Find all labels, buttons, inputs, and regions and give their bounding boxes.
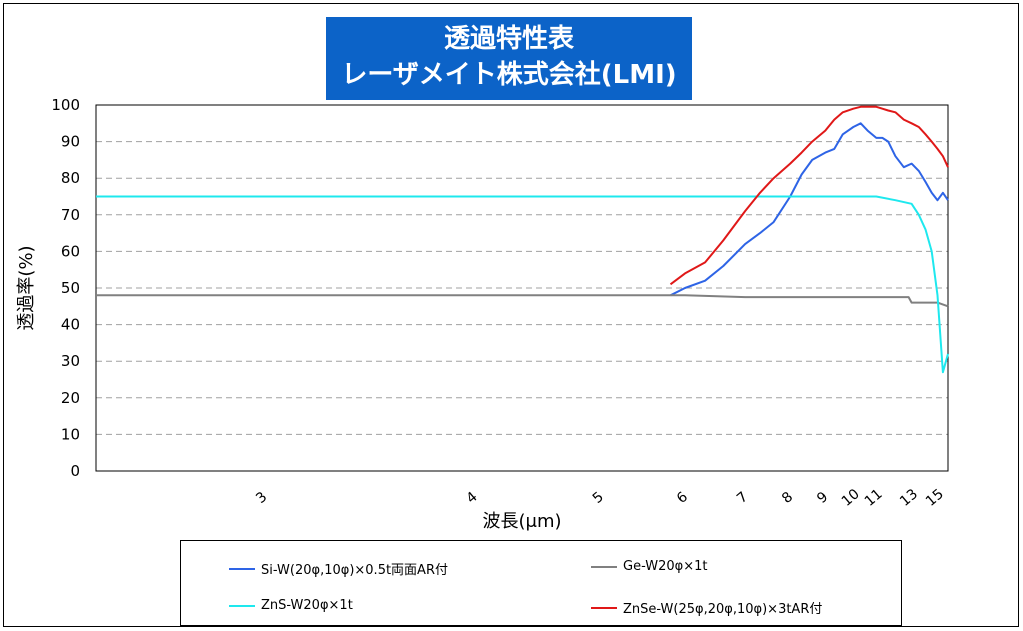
legend-label-znse: ZnSe-W(25φ,20φ,10φ)×3tAR付 — [623, 602, 823, 617]
y-tick-label: 100 — [51, 96, 80, 114]
x-tick-label: 15 — [923, 486, 947, 510]
y-tick-label: 0 — [70, 462, 80, 480]
y-tick-label: 80 — [61, 169, 80, 187]
y-tick-label: 60 — [61, 242, 80, 260]
y-axis-title: 透過率(%) — [16, 245, 37, 330]
chart-title-line1: 透過特性表 — [443, 24, 574, 54]
x-tick-label: 4 — [464, 489, 481, 507]
x-tick-label: 6 — [674, 489, 691, 507]
legend-swatch-ge — [591, 565, 617, 568]
chart-title-line2: レーザメイト株式会社(LMI) — [341, 60, 677, 90]
x-axis-title: 波長(μm) — [482, 511, 561, 532]
chart-frame — [3, 3, 1019, 627]
x-tick-label: 9 — [814, 489, 831, 507]
legend-label-si: Si-W(20φ,10φ)×0.5t両面AR付 — [261, 563, 448, 578]
legend-swatch-si — [229, 567, 255, 570]
series-line-1 — [96, 294, 949, 308]
legend-item-ge: Ge-W20φ×1t — [591, 559, 707, 574]
y-tick-label: 90 — [61, 133, 80, 151]
legend-label-ge: Ge-W20φ×1t — [623, 559, 708, 574]
y-tick-label: 40 — [61, 316, 80, 334]
y-tick-label: 10 — [61, 425, 80, 443]
series-line-3 — [669, 105, 949, 286]
x-tick-label: 5 — [590, 489, 607, 507]
x-tick-label: 3 — [253, 489, 270, 507]
series-line-0 — [670, 122, 949, 297]
legend-item-si: Si-W(20φ,10φ)×0.5t両面AR付 — [229, 559, 448, 578]
chart-title-box: 透過特性表 レーザメイト株式会社(LMI) — [326, 17, 692, 100]
x-tick-label: 7 — [734, 489, 751, 507]
legend-swatch-znse — [591, 606, 617, 609]
legend-item-znse: ZnSe-W(25φ,20φ,10φ)×3tAR付 — [591, 598, 822, 617]
plot-area — [95, 104, 949, 472]
legend-swatch-zns — [229, 604, 255, 607]
legend-label-zns: ZnS-W20φ×1t — [261, 598, 353, 613]
series-line-2 — [96, 195, 949, 374]
y-tick-label: 30 — [61, 352, 80, 370]
x-tick-label: 11 — [862, 486, 886, 510]
x-tick-label: 8 — [779, 489, 796, 507]
y-tick-label: 70 — [61, 206, 80, 224]
y-tick-label: 50 — [61, 279, 80, 297]
x-tick-label: 13 — [897, 486, 921, 510]
y-tick-label: 20 — [61, 389, 80, 407]
legend: Si-W(20φ,10φ)×0.5t両面AR付 Ge-W20φ×1t ZnS-W… — [180, 540, 902, 626]
x-tick-label: 10 — [839, 486, 863, 510]
legend-item-zns: ZnS-W20φ×1t — [229, 598, 353, 613]
